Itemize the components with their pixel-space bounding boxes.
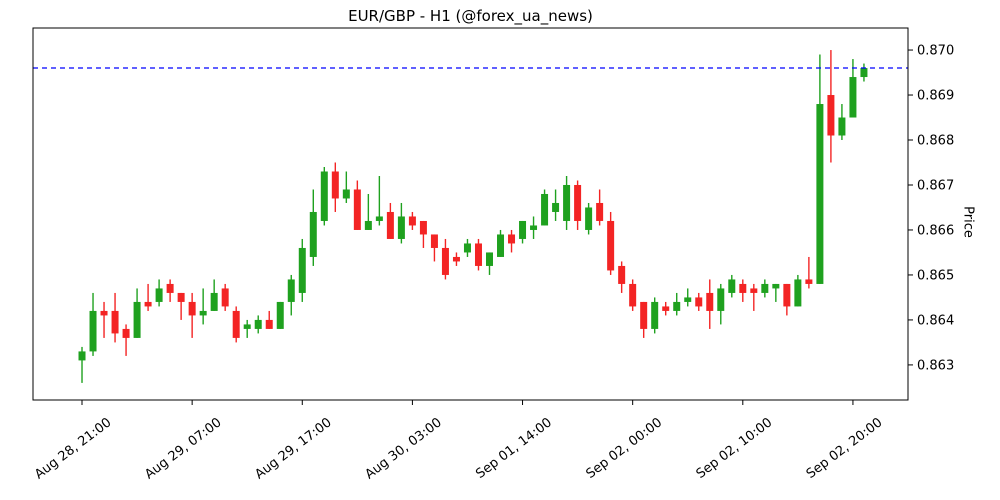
x-tick-label: Aug 29, 17:00 — [252, 415, 334, 482]
candle-body — [497, 234, 505, 257]
candle-body — [144, 301, 152, 307]
candle-body — [441, 247, 449, 275]
candle-body — [838, 117, 846, 136]
y-tick-label: 0.867 — [917, 178, 954, 193]
candle-body — [287, 279, 295, 302]
candle-body — [772, 283, 780, 289]
x-tick-label: Sep 02, 10:00 — [694, 415, 776, 482]
candle-body — [276, 301, 284, 329]
candle-body — [618, 265, 626, 284]
candle-body — [574, 184, 582, 221]
candle-body — [706, 292, 714, 311]
candle-body — [320, 171, 328, 221]
candle-body — [485, 252, 493, 266]
candle-body — [508, 234, 516, 244]
candle-body — [298, 247, 306, 293]
candle-body — [342, 189, 350, 199]
candle-body — [585, 207, 593, 230]
candle-body — [430, 234, 438, 248]
y-axis-title: Price — [960, 206, 976, 238]
x-tick-label: Sep 01, 14:00 — [473, 415, 555, 482]
candle-body — [254, 319, 262, 329]
y-tick-label: 0.869 — [917, 89, 954, 104]
x-tick-label: Aug 30, 03:00 — [362, 415, 444, 482]
candle-body — [463, 243, 471, 253]
candle-body — [695, 297, 703, 307]
candle-body — [155, 288, 163, 302]
x-tick-label: Aug 28, 21:00 — [32, 415, 114, 482]
candle-body — [243, 324, 251, 329]
candle-body — [651, 301, 659, 329]
candle-body — [673, 301, 681, 311]
candle-body — [166, 283, 174, 293]
candle-body — [122, 328, 130, 338]
candle-body — [805, 279, 813, 284]
candle-body — [607, 220, 615, 271]
chart-title: EUR/GBP - H1 (@forex_ua_news) — [348, 7, 593, 25]
plot-border — [32, 27, 909, 401]
candle-body — [100, 310, 108, 316]
candle-body — [816, 104, 824, 284]
candle-body — [794, 279, 802, 307]
candle-body — [221, 288, 229, 307]
candle-body — [133, 301, 141, 338]
y-tick-label: 0.868 — [917, 134, 954, 149]
candle-body — [474, 243, 482, 266]
y-tick-label: 0.866 — [917, 223, 954, 238]
candle-body — [596, 202, 604, 221]
candle-body — [309, 211, 317, 257]
candle-body — [353, 189, 361, 230]
y-tick-label: 0.864 — [917, 313, 954, 328]
candle-body — [849, 77, 857, 118]
candle-body — [397, 216, 405, 239]
candle-body — [662, 306, 670, 311]
candle-body — [177, 292, 185, 302]
candle-body — [375, 216, 383, 221]
candle-body — [684, 297, 692, 302]
candle-body — [419, 220, 427, 235]
candle-body — [750, 288, 758, 293]
candle-body — [827, 95, 835, 136]
candle-body — [386, 211, 394, 239]
candle-body — [452, 256, 460, 262]
x-tick-label: Aug 29, 07:00 — [142, 415, 224, 482]
y-tick-label: 0.870 — [917, 44, 954, 59]
candle-body — [210, 292, 218, 311]
candle-body — [640, 301, 648, 329]
candle-body — [188, 301, 196, 316]
candle-body — [629, 283, 637, 307]
candle-body — [78, 351, 86, 361]
candle-body — [364, 220, 372, 230]
candle-body — [739, 283, 747, 293]
candle-body — [408, 216, 416, 226]
candle-body — [232, 310, 240, 338]
candle-body — [331, 171, 339, 199]
candle-body — [111, 310, 119, 334]
candle-body — [552, 202, 560, 212]
x-tick-label: Sep 02, 00:00 — [583, 415, 665, 482]
candle-body — [519, 220, 527, 239]
candle-body — [541, 193, 549, 226]
candle-body — [89, 310, 97, 352]
candle-body — [860, 68, 868, 78]
candles-group — [78, 50, 868, 383]
candle-body — [783, 283, 791, 307]
x-tick-label: Sep 02, 20:00 — [804, 415, 886, 482]
candle-body — [563, 184, 571, 221]
y-tick-label: 0.865 — [917, 268, 954, 283]
candle-body — [265, 319, 273, 329]
candle-body — [199, 310, 207, 316]
candle-body — [530, 225, 538, 230]
candle-body — [717, 288, 725, 311]
y-tick-label: 0.863 — [917, 358, 954, 373]
candle-body — [761, 283, 769, 293]
candle-body — [728, 279, 736, 293]
